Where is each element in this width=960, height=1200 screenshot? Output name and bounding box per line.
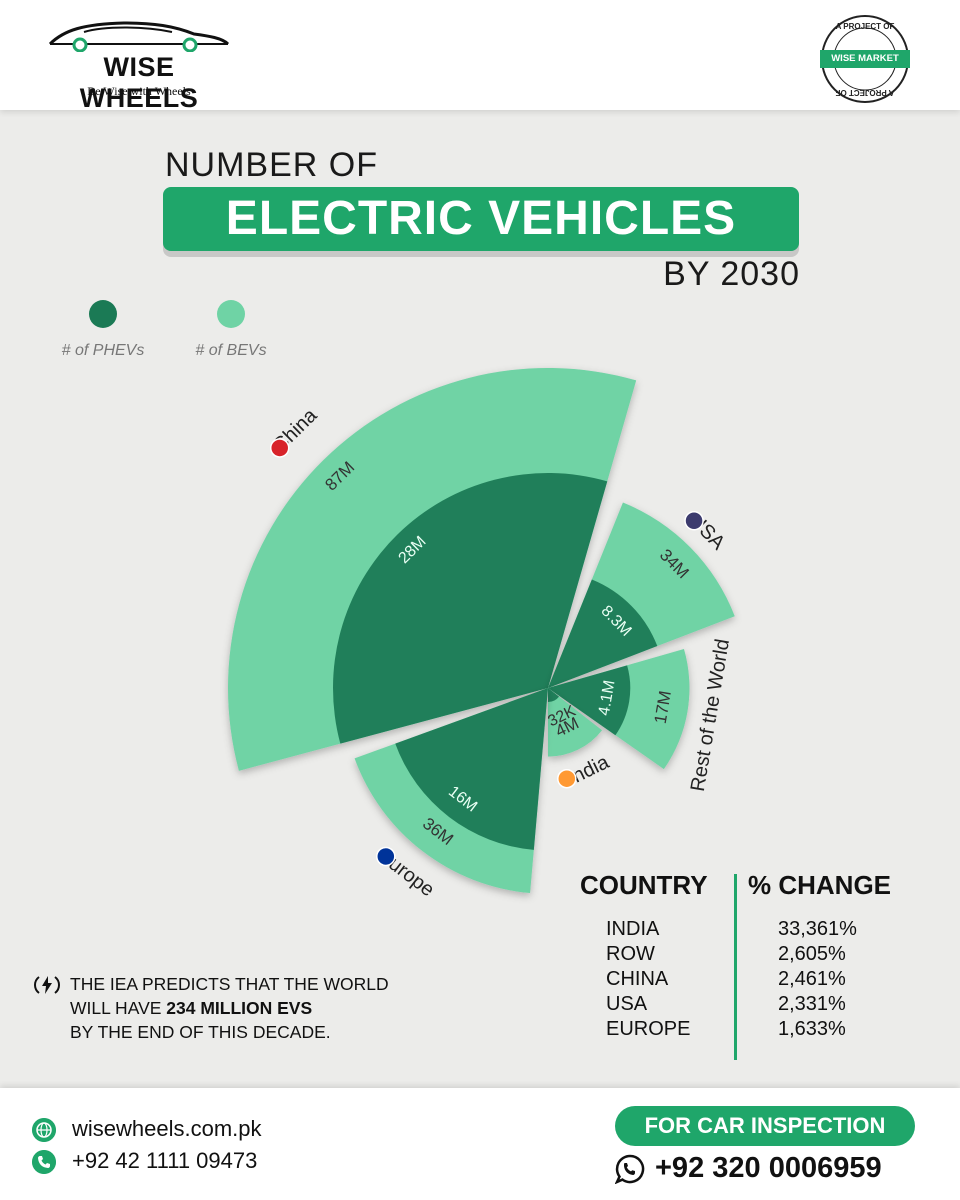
title-line-3: BY 2030	[663, 255, 800, 293]
phev-segment-usa	[548, 579, 658, 688]
table-divider	[734, 874, 737, 1060]
table-header-country: COUNTRY	[580, 870, 708, 900]
phev-segment-rest-of-the-world	[548, 665, 631, 736]
table-cell-country: INDIA	[606, 918, 660, 940]
phev-segment-china	[333, 473, 608, 744]
brand-logo[interactable]: WISE WHEELS Be Wise with Wheels	[44, 18, 234, 113]
seal-ring-bottom: A PROJECT OF	[835, 88, 894, 97]
table-cell-change: 2,605%	[778, 943, 846, 965]
footnote-line-3: BY THE END OF THIS DECADE.	[70, 1022, 331, 1042]
header: WISE WHEELS Be Wise with Wheels A PROJEC…	[0, 0, 960, 113]
legend-bev-label: # of BEVs	[195, 342, 267, 359]
change-table: COUNTRY % CHANGE INDIA 33,361% ROW 2,605…	[580, 870, 920, 1060]
car-logo-icon	[48, 21, 230, 52]
brand-tagline: Be Wise with Wheels	[87, 84, 191, 98]
whatsapp-number: +92 320 0006959	[655, 1152, 882, 1184]
footnote-highlight: 234 MILLION EVS	[166, 998, 313, 1018]
electric-bolt-icon	[34, 976, 60, 994]
legend-bev-swatch	[217, 300, 245, 328]
phev-label-rest-of-the-world: 4.1M	[596, 679, 619, 717]
flag-icon-india	[557, 768, 577, 789]
table-cell-change: 2,331%	[778, 993, 846, 1015]
bev-segment-india	[548, 688, 603, 757]
phone-icon	[32, 1150, 56, 1174]
seal-ring-top: A PROJECT OF	[836, 22, 895, 31]
region-label-rest-of-the-world: Rest of the World	[687, 637, 734, 793]
title-banner: ELECTRIC VEHICLES	[163, 187, 799, 251]
whatsapp-icon	[615, 1154, 645, 1184]
table-row: ROW 2,605%	[580, 943, 920, 969]
seal-band: WISE MARKET	[820, 50, 910, 68]
table-cell-country: EUROPE	[606, 1018, 691, 1040]
whatsapp-link[interactable]: +92 320 0006959	[615, 1150, 915, 1190]
legend-phev-label: # of PHEVs	[61, 342, 145, 359]
phone-text: +92 42 1111 09473	[72, 1148, 258, 1173]
table-header-change: % CHANGE	[748, 870, 892, 900]
title-line-2: ELECTRIC VEHICLES	[225, 192, 737, 245]
table-cell-country: CHINA	[606, 968, 669, 990]
table-cell-country: USA	[606, 993, 648, 1015]
website-text: wisewheels.com.pk	[72, 1116, 262, 1141]
footer: wisewheels.com.pk +92 42 1111 09473 FOR …	[0, 1088, 960, 1200]
footnote-line-2-prefix: WILL HAVE	[70, 998, 167, 1018]
wise-market-seal[interactable]: A PROJECT OF A PROJECT OF WISE MARKET	[820, 14, 910, 104]
table-cell-change: 1,633%	[778, 1018, 846, 1040]
footnote-line-2: WILL HAVE 234 MILLION EVS	[70, 996, 312, 1020]
flag-icon-china	[269, 438, 290, 458]
table-row: EUROPE 1,633%	[580, 1018, 920, 1044]
phev-segment-india	[548, 688, 560, 702]
table-cell-change: 33,361%	[778, 918, 857, 940]
table-row: CHINA 2,461%	[580, 968, 920, 994]
table-cell-country: ROW	[606, 943, 655, 965]
brand-name: WISE WHEELS	[79, 52, 199, 113]
flag-icon-usa	[684, 510, 704, 531]
flag-icon-europe	[376, 846, 396, 867]
phev-segment-europe	[395, 688, 548, 850]
legend-phev-swatch	[89, 300, 117, 328]
footnote-line-1: THE IEA PREDICTS THAT THE WORLD	[70, 974, 389, 994]
car-inspection-cta[interactable]: FOR CAR INSPECTION	[615, 1106, 915, 1146]
table-row: USA 2,331%	[580, 993, 920, 1019]
legend-phev: # of PHEVs	[38, 300, 168, 360]
table-cell-change: 2,461%	[778, 968, 846, 990]
table-row: INDIA 33,361%	[580, 918, 920, 944]
legend-bev: # of BEVs	[166, 300, 296, 360]
globe-icon	[32, 1118, 56, 1142]
title-line-1: NUMBER OF	[165, 146, 378, 184]
